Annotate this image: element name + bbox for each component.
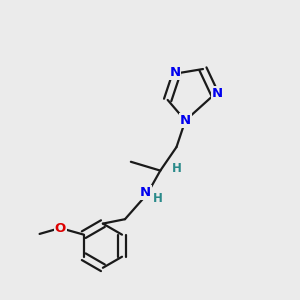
Text: H: H [172,162,182,175]
Text: N: N [212,87,223,100]
Text: H: H [153,192,163,205]
Text: O: O [55,221,66,235]
Text: N: N [169,66,181,80]
Text: N: N [180,114,191,127]
Text: N: N [140,186,151,199]
